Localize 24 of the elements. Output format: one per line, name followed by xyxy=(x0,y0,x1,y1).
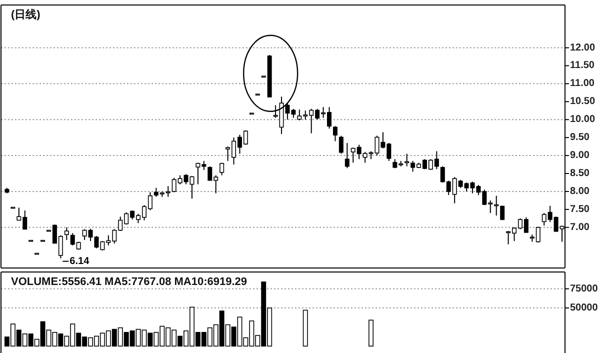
y-tick-label: 50000 xyxy=(570,302,598,314)
y-tick-label: 11.00 xyxy=(570,78,595,90)
y-tick-label: 12.00 xyxy=(570,42,596,54)
chart-title: VOLUME:5556.41 MA5:7767.08 MA10:6919.29 xyxy=(11,276,248,288)
bar xyxy=(368,320,374,347)
candlestick xyxy=(64,226,69,240)
candlestick xyxy=(494,195,499,216)
y-tick-label: 7.00 xyxy=(570,222,590,233)
candlestick xyxy=(220,162,224,176)
chart-title: (日线) xyxy=(11,8,41,21)
y-tick-label: 10.00 xyxy=(570,114,596,126)
y-tick-label: 11.50 xyxy=(570,60,595,72)
candlestick xyxy=(332,126,338,142)
candlestick xyxy=(338,135,344,154)
y-tick-label: 7.50 xyxy=(570,204,590,215)
y-tick-label: 8.00 xyxy=(570,186,590,197)
y-tick-label: 10.50 xyxy=(570,96,596,108)
y-tick-label: 9.00 xyxy=(570,150,590,162)
candlestick xyxy=(344,142,350,169)
bar xyxy=(302,310,308,347)
y-tick-label: 75000 xyxy=(570,283,598,294)
y-tick-label: 8.50 xyxy=(570,168,590,180)
y-tick-label: 9.50 xyxy=(570,132,590,144)
annotation: 6.14 xyxy=(70,256,90,267)
